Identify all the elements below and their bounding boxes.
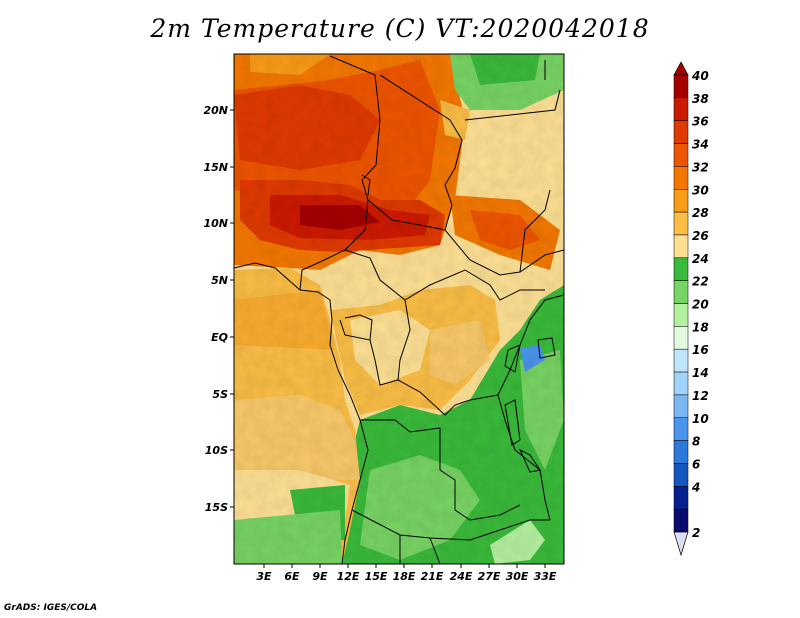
lat-label: 5S bbox=[212, 388, 228, 401]
lat-label: 20N bbox=[203, 104, 228, 117]
country-borders bbox=[234, 55, 564, 564]
lon-label: 27E bbox=[478, 570, 501, 583]
lon-label: 24E bbox=[450, 570, 473, 583]
lon-label: 3E bbox=[256, 570, 272, 583]
lat-label: 15N bbox=[203, 161, 228, 174]
lon-label: 15E bbox=[365, 570, 388, 583]
lon-label: 33E bbox=[534, 570, 557, 583]
lon-label: 6E bbox=[284, 570, 300, 583]
lon-label: 12E bbox=[337, 570, 360, 583]
lon-label: 30E bbox=[506, 570, 529, 583]
lat-axis: 20N 15N 10N 5N EQ 5S 10S 15S bbox=[203, 104, 234, 514]
lat-label: 10S bbox=[205, 444, 228, 457]
lat-label: EQ bbox=[211, 331, 228, 344]
temperature-field bbox=[234, 54, 564, 564]
credit-label: GrADS: IGES/COLA bbox=[4, 603, 98, 613]
lat-label: 10N bbox=[203, 217, 228, 230]
lon-label: 9E bbox=[312, 570, 328, 583]
lon-axis: 3E 6E 9E 12E 15E 18E 21E 24E 27E 30E 33E bbox=[256, 564, 557, 583]
lat-label: 15S bbox=[205, 501, 228, 514]
lat-label: 5N bbox=[211, 274, 228, 287]
plot-frame bbox=[233, 53, 565, 565]
lon-label: 21E bbox=[421, 570, 444, 583]
chart-title: 2m Temperature (C) VT:2020042018 bbox=[150, 14, 650, 43]
lon-label: 18E bbox=[393, 570, 416, 583]
